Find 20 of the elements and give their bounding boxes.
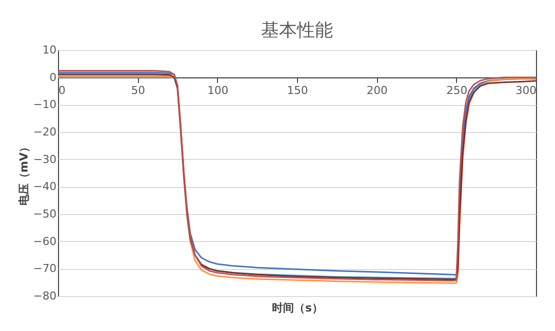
x-axis-title: 时间（s） <box>272 302 323 314</box>
y-tick-label: −70 <box>33 262 56 276</box>
y-axis-title: 电压（mV） <box>17 142 30 206</box>
y-tick-label: −20 <box>33 126 56 138</box>
y-tick-label: −80 <box>33 290 56 302</box>
x-tick-label: 150 <box>287 84 308 97</box>
x-tick-label: 200 <box>366 84 388 97</box>
y-tick-label: −50 <box>33 208 56 220</box>
y-tick-label: 10 <box>42 44 56 56</box>
x-tick-label: 0 <box>58 84 66 97</box>
x-tick-label: 100 <box>207 84 228 97</box>
x-tick-label: 50 <box>131 84 146 97</box>
y-tick-label: −60 <box>33 234 56 248</box>
y-tick-label: −40 <box>33 180 56 194</box>
chart-title: 基本性能 <box>261 20 333 41</box>
x-tick-label: 300 <box>516 84 536 97</box>
y-tick-label: 0 <box>50 70 56 84</box>
x-tick-label: 250 <box>446 84 468 97</box>
y-tick-label: −10 <box>33 98 56 112</box>
y-tick-label: −30 <box>33 152 56 166</box>
